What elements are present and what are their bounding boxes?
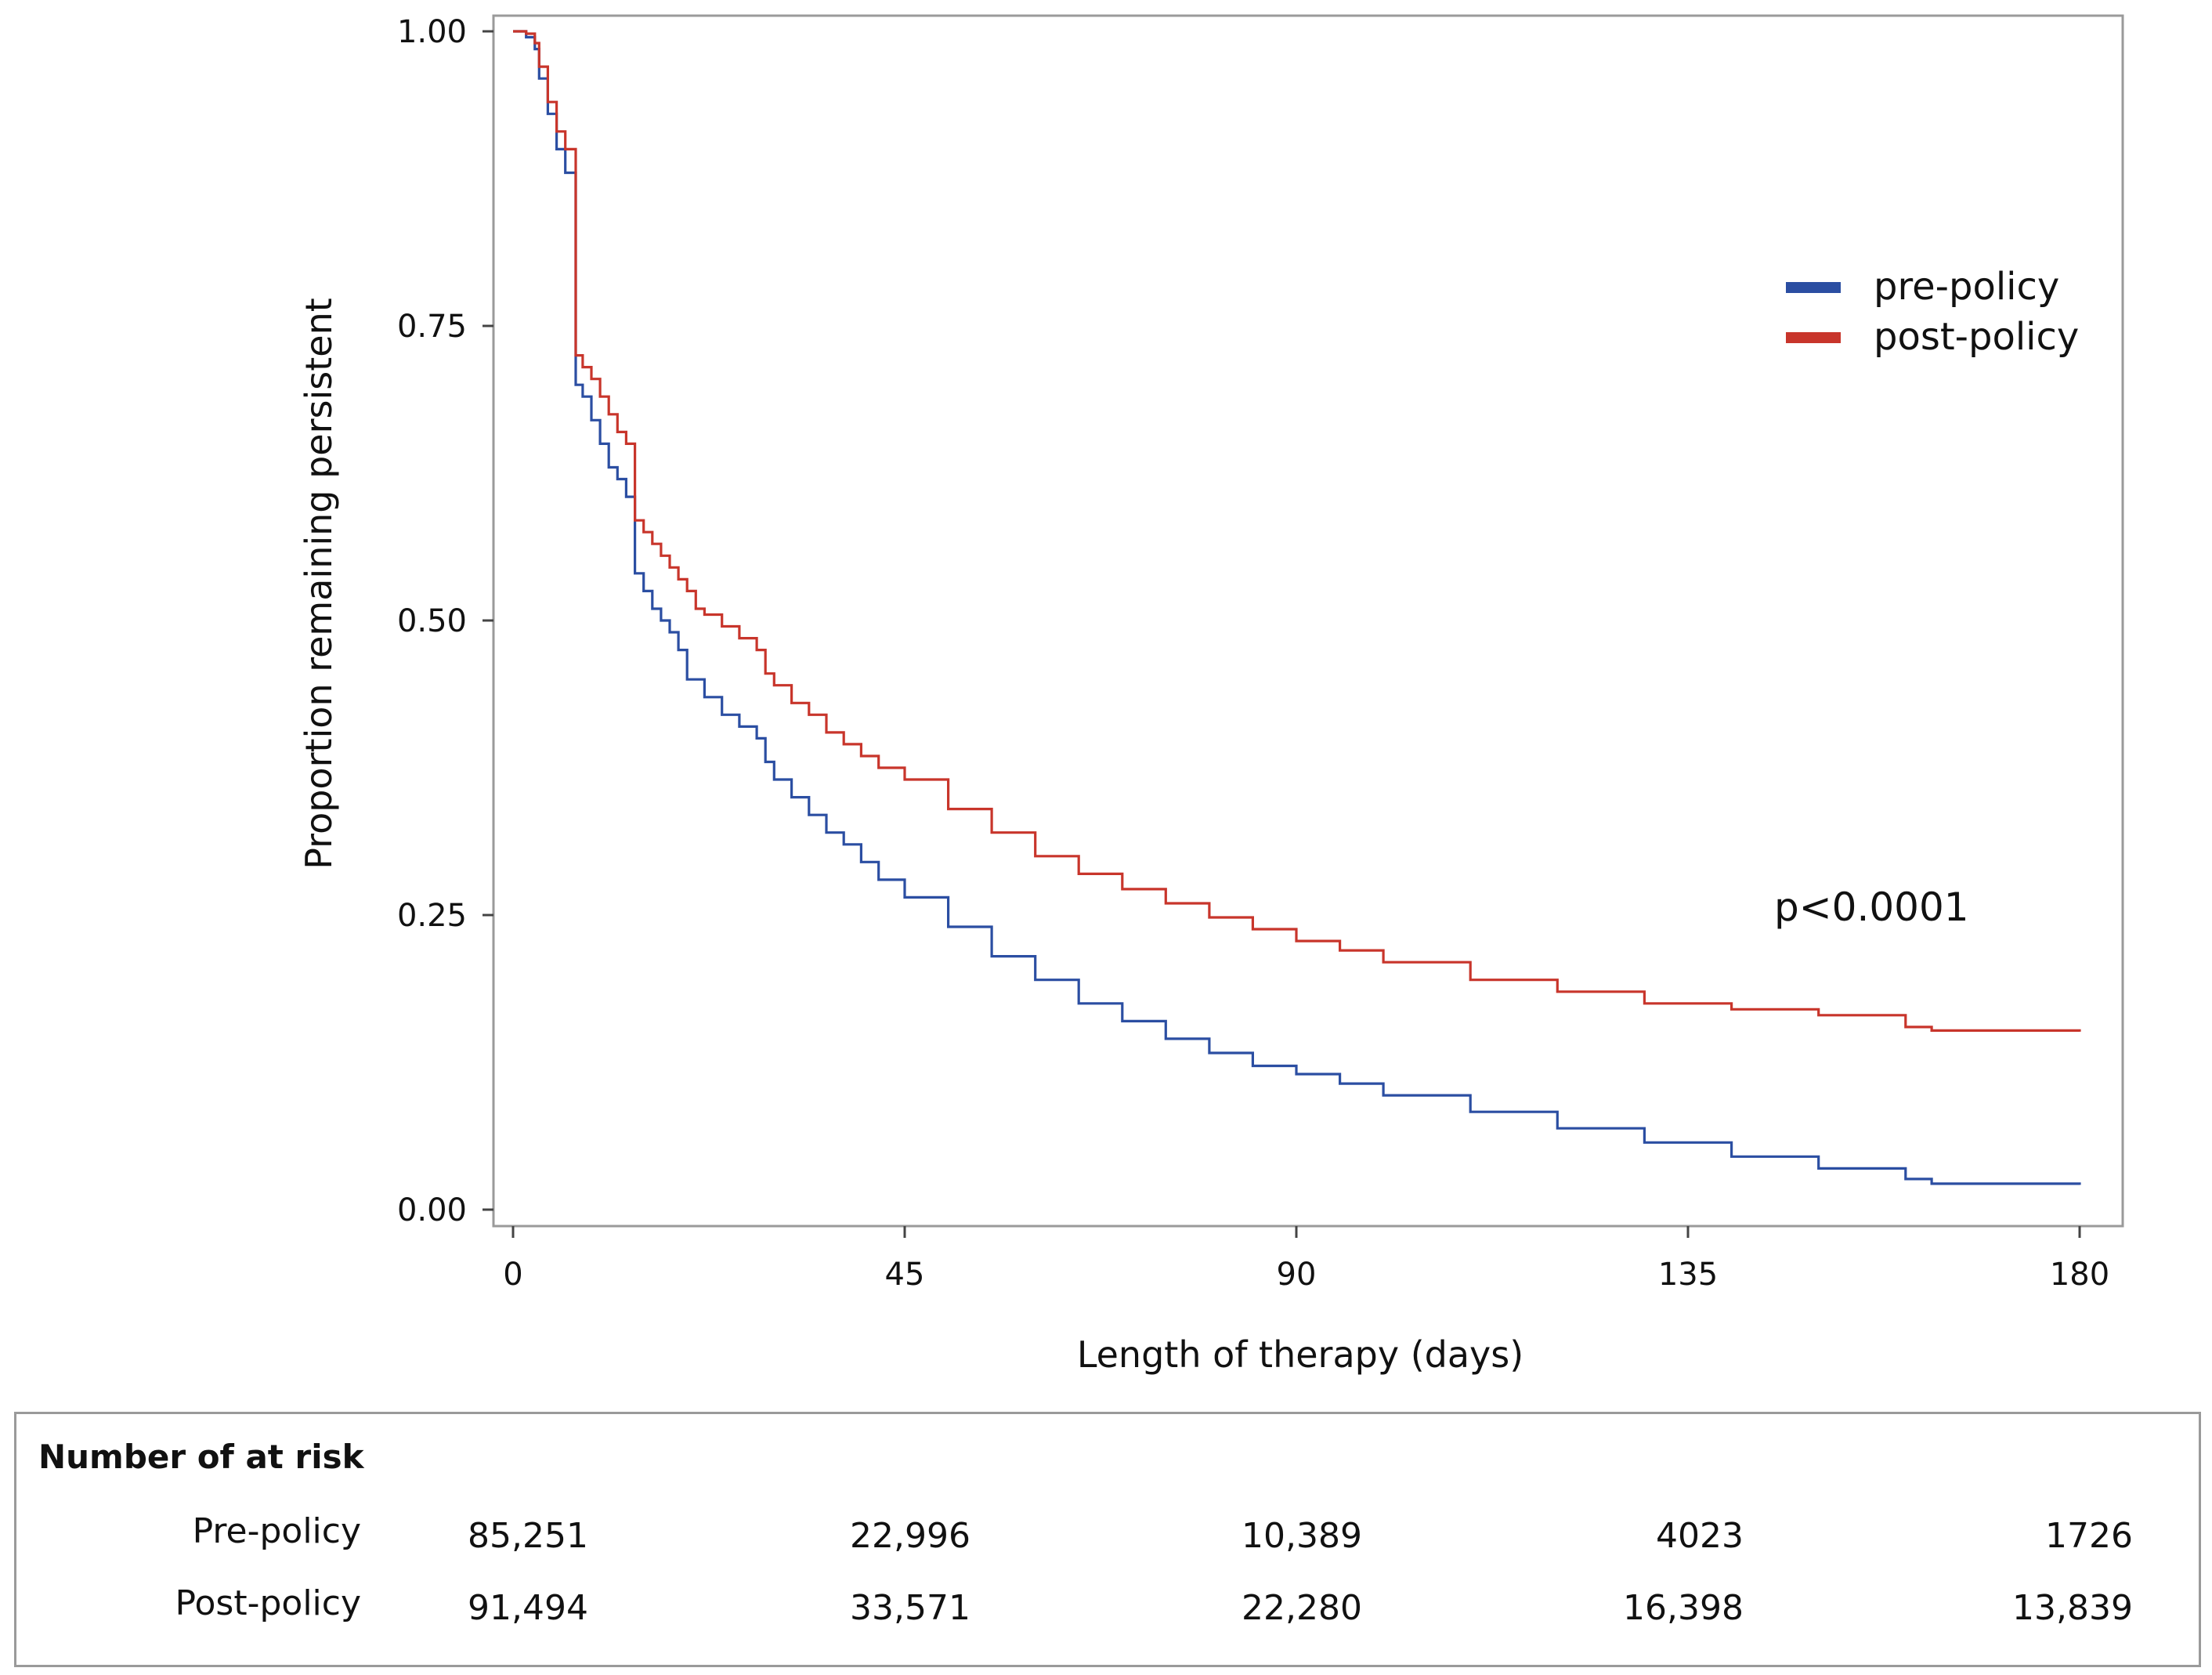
plot-frame: [492, 14, 2124, 1228]
legend: pre-policy post-policy: [1786, 265, 2079, 359]
km-chart: 0.00 0.25 0.50 0.75 1.00 0 45 90 135 180 Proport…: [298, 14, 2124, 1376]
legend-swatch-pre-policy: [1786, 282, 1841, 293]
x-tick-label: 0: [503, 1257, 522, 1293]
at-risk-table: Number of at risk Pre-policy 85,251 22,9…: [14, 1412, 2201, 1667]
at-risk-cell: 22,280: [1242, 1588, 1362, 1628]
at-risk-cell: 16,398: [1623, 1588, 1744, 1628]
series-line-pre-policy: [513, 30, 2081, 1185]
y-tick-label: 0.25: [397, 898, 467, 934]
at-risk-cell: 85,251: [468, 1516, 588, 1556]
p-value-annotation: p<0.0001: [1774, 885, 1969, 930]
y-tick-label: 1.00: [397, 14, 467, 50]
at-risk-cell: 22,996: [850, 1516, 970, 1556]
at-risk-row-label-post-policy: Post-policy: [175, 1583, 361, 1623]
x-tick-label: 135: [1658, 1257, 1718, 1293]
legend-label-post-policy: post-policy: [1874, 315, 2079, 359]
legend-label-pre-policy: pre-policy: [1874, 265, 2059, 309]
at-risk-cell: 33,571: [850, 1588, 970, 1628]
x-tick-label: 45: [885, 1257, 925, 1293]
x-axis-title: Length of therapy (days): [1077, 1333, 1523, 1376]
at-risk-cell: 10,389: [1242, 1516, 1362, 1556]
at-risk-table-title: Number of at risk: [38, 1438, 364, 1476]
at-risk-cell: 91,494: [468, 1588, 588, 1628]
at-risk-cell: 1726: [2045, 1516, 2133, 1556]
at-risk-cell: 13,839: [2012, 1588, 2133, 1628]
y-tick-label: 0.50: [397, 603, 467, 639]
x-tick-label: 180: [2050, 1257, 2109, 1293]
x-axis: 0 45 90 135 180: [503, 1226, 2109, 1293]
series-line-post-policy: [513, 30, 2081, 1032]
x-tick-label: 90: [1277, 1257, 1317, 1293]
y-tick-label: 0.75: [397, 309, 467, 345]
legend-swatch-post-policy: [1786, 332, 1841, 343]
series-layer: [513, 30, 2081, 1185]
y-axis: 0.00 0.25 0.50 0.75 1.00: [397, 14, 493, 1228]
y-tick-label: 0.00: [397, 1192, 467, 1228]
y-axis-title: Proportion remaining persistent: [298, 298, 340, 870]
at-risk-row-label-pre-policy: Pre-policy: [192, 1511, 361, 1551]
at-risk-cell: 4023: [1656, 1516, 1744, 1556]
